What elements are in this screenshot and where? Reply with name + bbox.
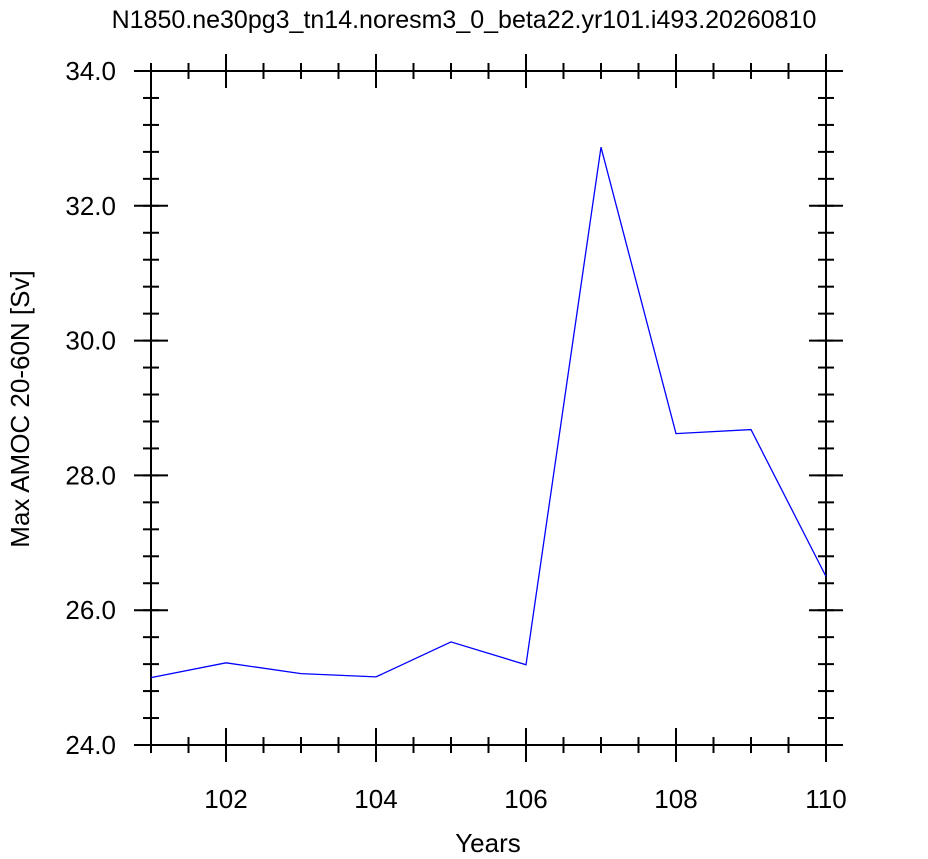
minor-ticks bbox=[143, 63, 834, 753]
y-tick-label: 30.0 bbox=[65, 326, 116, 356]
x-tick-label: 104 bbox=[354, 784, 397, 814]
x-tick-label: 108 bbox=[654, 784, 697, 814]
y-axis-label: Max AMOC 20-60N [Sv] bbox=[5, 270, 35, 547]
x-tick-label: 110 bbox=[805, 784, 846, 814]
plot-frame bbox=[150, 70, 827, 746]
major-ticks bbox=[134, 54, 843, 762]
y-tick-label: 24.0 bbox=[65, 730, 116, 760]
chart-title: N1850.ne30pg3_tn14.noresm3_0_beta22.yr10… bbox=[112, 6, 817, 34]
x-axis-label: Years bbox=[455, 828, 521, 858]
y-tick-label: 32.0 bbox=[65, 191, 116, 221]
x-tick-label: 106 bbox=[504, 784, 547, 814]
x-tick-label: 102 bbox=[204, 784, 247, 814]
y-tick-label: 34.0 bbox=[65, 56, 116, 86]
y-tick-label: 28.0 bbox=[65, 460, 116, 490]
y-tick-label: 26.0 bbox=[65, 595, 116, 625]
tick-labels: 102 104 106 108 110 24.0 26.0 28.0 30.0 32.0 34.0 bbox=[65, 56, 846, 814]
series-line-max-amoc bbox=[150, 147, 827, 679]
